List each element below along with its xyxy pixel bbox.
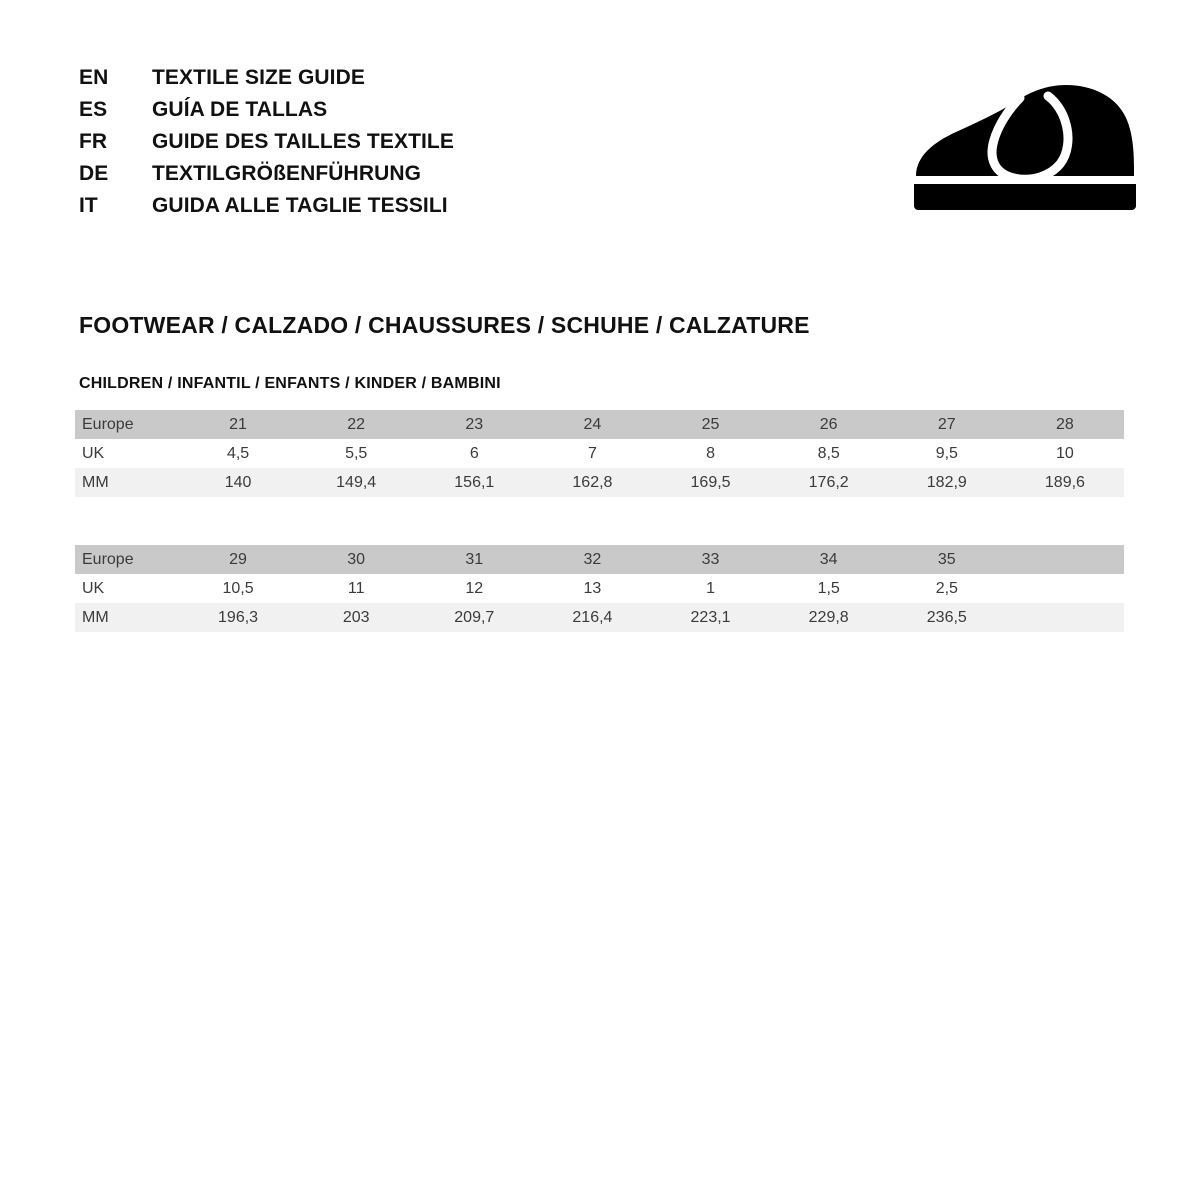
table-cell: 4,5: [179, 439, 298, 468]
row-label-europe: Europe: [75, 545, 179, 574]
language-row: IT GUIDA ALLE TAGLIE TESSILI: [79, 194, 599, 226]
language-code: EN: [79, 66, 109, 89]
table-row: Europe 29 30 31 32 33 34 35: [75, 545, 1124, 574]
table-row: Europe 21 22 23 24 25 26 27 28: [75, 410, 1124, 439]
table-cell: 140: [179, 468, 298, 497]
table-cell: 32: [533, 545, 652, 574]
language-row: ES GUÍA DE TALLAS: [79, 98, 599, 130]
table-cell: 229,8: [769, 603, 888, 632]
table-cell: 216,4: [533, 603, 652, 632]
table-cell: 10: [1005, 439, 1124, 468]
table-cell: 33: [651, 545, 770, 574]
table-cell: 8: [651, 439, 770, 468]
size-table-body: Europe 29 30 31 32 33 34 35 UK 10,5 11 12 13 1 1,5 2,5 M…: [75, 545, 1124, 632]
table-cell: 7: [533, 439, 652, 468]
table-cell: 29: [179, 545, 298, 574]
table-cell: 27: [887, 410, 1006, 439]
table-row: UK 10,5 11 12 13 1 1,5 2,5: [75, 574, 1124, 603]
language-row: EN TEXTILE SIZE GUIDE: [79, 66, 599, 98]
row-label-mm: MM: [75, 603, 179, 632]
table-cell: 12: [415, 574, 534, 603]
table-cell: 236,5: [887, 603, 1006, 632]
language-code: FR: [79, 130, 108, 153]
size-table-children-large: Europe 29 30 31 32 33 34 35 UK 10,5 11 12 13 1 1,5 2,5 M…: [75, 545, 1124, 632]
table-cell: 24: [533, 410, 652, 439]
footwear-section-heading: FOOTWEAR / CALZADO / CHAUSSURES / SCHUHE…: [79, 312, 810, 338]
table-cell: 11: [297, 574, 416, 603]
table-cell: 189,6: [1005, 468, 1124, 497]
table-cell: 23: [415, 410, 534, 439]
table-cell: 30: [297, 545, 416, 574]
table-cell: 21: [179, 410, 298, 439]
table-cell: 1,5: [769, 574, 888, 603]
size-table-body: Europe 21 22 23 24 25 26 27 28 UK 4,5 5,5 6 7 8 8,5 9,5 1…: [75, 410, 1124, 497]
table-cell: 149,4: [297, 468, 416, 497]
row-label-uk: UK: [75, 574, 179, 603]
table-cell: 209,7: [415, 603, 534, 632]
language-row: FR GUIDE DES TAILLES TEXTILE: [79, 130, 599, 162]
language-label: GUÍA DE TALLAS: [152, 98, 328, 121]
table-cell: 156,1: [415, 468, 534, 497]
table-cell: 5,5: [297, 439, 416, 468]
language-label: GUIDA ALLE TAGLIE TESSILI: [152, 194, 448, 217]
shoe-icon: [908, 72, 1144, 222]
size-table-children-small: Europe 21 22 23 24 25 26 27 28 UK 4,5 5,5 6 7 8 8,5 9,5 1…: [75, 410, 1124, 497]
row-label-mm: MM: [75, 468, 179, 497]
table-cell: 182,9: [887, 468, 1006, 497]
table-row: MM 140 149,4 156,1 162,8 169,5 176,2 182,9 189,6: [75, 468, 1124, 497]
table-cell: 196,3: [179, 603, 298, 632]
table-cell: 13: [533, 574, 652, 603]
table-cell: 26: [769, 410, 888, 439]
language-code: DE: [79, 162, 109, 185]
table-cell: [1005, 603, 1124, 632]
table-cell: 203: [297, 603, 416, 632]
table-cell: 10,5: [179, 574, 298, 603]
language-code: IT: [79, 194, 98, 217]
table-cell: [1005, 545, 1124, 574]
language-label: GUIDE DES TAILLES TEXTILE: [152, 130, 454, 153]
table-cell: 1: [651, 574, 770, 603]
table-cell: 9,5: [887, 439, 1006, 468]
row-label-europe: Europe: [75, 410, 179, 439]
table-cell: 31: [415, 545, 534, 574]
row-label-uk: UK: [75, 439, 179, 468]
table-cell: 162,8: [533, 468, 652, 497]
table-cell: 176,2: [769, 468, 888, 497]
table-cell: 2,5: [887, 574, 1006, 603]
table-cell: 22: [297, 410, 416, 439]
table-cell: 35: [887, 545, 1006, 574]
language-label: TEXTILE SIZE GUIDE: [152, 66, 365, 89]
table-row: UK 4,5 5,5 6 7 8 8,5 9,5 10: [75, 439, 1124, 468]
table-cell: 223,1: [651, 603, 770, 632]
language-code: ES: [79, 98, 108, 121]
table-row: MM 196,3 203 209,7 216,4 223,1 229,8 236,5: [75, 603, 1124, 632]
table-cell: 8,5: [769, 439, 888, 468]
language-row: DE TEXTILGRÖßENFÜHRUNG: [79, 162, 599, 194]
table-cell: 34: [769, 545, 888, 574]
children-section-heading: CHILDREN / INFANTIL / ENFANTS / KINDER /…: [79, 375, 501, 392]
table-cell: 6: [415, 439, 534, 468]
table-cell: 25: [651, 410, 770, 439]
language-label: TEXTILGRÖßENFÜHRUNG: [152, 162, 422, 185]
table-cell: 169,5: [651, 468, 770, 497]
language-header: EN TEXTILE SIZE GUIDE ES GUÍA DE TALLAS FR GU…: [79, 66, 599, 226]
table-cell: [1005, 574, 1124, 603]
table-cell: 28: [1005, 410, 1124, 439]
